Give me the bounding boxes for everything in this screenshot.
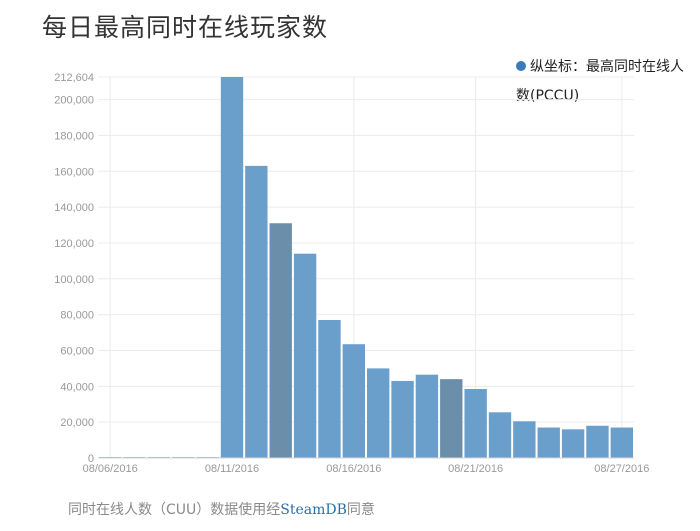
grid-lines — [98, 76, 634, 459]
y-tick-label: 160,000 — [54, 166, 94, 178]
x-tick-label: 08/11/2016 — [205, 463, 259, 475]
bars — [99, 77, 633, 459]
bar[interactable] — [245, 165, 268, 458]
bar[interactable] — [342, 344, 365, 458]
source-brand[interactable]: SteamDB — [280, 502, 347, 518]
y-tick-label: 180,000 — [54, 130, 94, 142]
bar[interactable] — [537, 427, 560, 458]
source-suffix: 同意 — [346, 502, 375, 518]
bar[interactable] — [415, 374, 439, 458]
bar[interactable] — [561, 429, 585, 458]
x-tick-label: 08/16/2016 — [326, 463, 381, 475]
y-tick-label: 60,000 — [60, 345, 94, 357]
bar[interactable] — [488, 412, 512, 458]
y-tick-label: 140,000 — [54, 202, 94, 214]
bar[interactable] — [269, 223, 292, 458]
bar[interactable] — [318, 320, 341, 458]
chart-title: 每日最高同时在线玩家数 — [42, 13, 329, 42]
bar[interactable] — [391, 380, 414, 458]
source-note: 同时在线人数（CUU）数据使用经SteamDB同意 — [68, 499, 375, 519]
legend-marker — [516, 61, 526, 71]
y-tick-label: 120,000 — [54, 238, 94, 250]
bar[interactable] — [586, 425, 609, 458]
x-tick-label: 08/21/2016 — [448, 463, 503, 475]
y-tick-label: 0 — [88, 453, 94, 465]
y-tick-label: 200,000 — [54, 95, 94, 107]
y-tick-label: 212,604 — [54, 72, 94, 84]
bar[interactable] — [293, 253, 317, 458]
x-tick-label: 08/06/2016 — [83, 463, 138, 475]
bar[interactable] — [220, 77, 244, 458]
axes: 0 20,000 40,000 60,000 80,000 100,000 120,000 1… — [54, 72, 649, 475]
y-tick-label: 20,000 — [60, 417, 94, 429]
y-tick-label: 80,000 — [60, 310, 94, 322]
bar[interactable] — [610, 427, 633, 458]
bar[interactable] — [464, 389, 487, 458]
bar[interactable] — [440, 379, 463, 458]
bar[interactable] — [367, 368, 390, 458]
y-tick-label: 100,000 — [54, 274, 94, 286]
source-prefix: 同时在线人数（CUU）数据使用经 — [68, 502, 281, 518]
bar[interactable] — [513, 421, 536, 458]
y-tick-label: 40,000 — [60, 381, 94, 393]
x-tick-label: 08/27/2016 — [594, 463, 649, 475]
